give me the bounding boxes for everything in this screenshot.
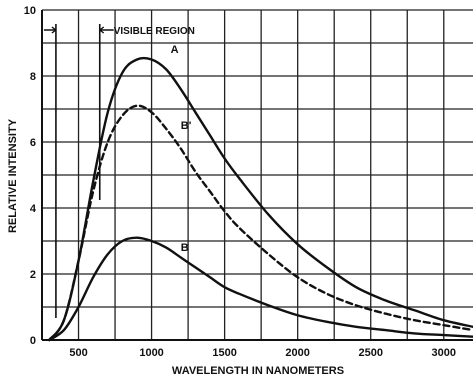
visible-region-label: VISIBLE REGION [114, 26, 195, 37]
x-tick-label: 2500 [358, 347, 382, 359]
x-tick-label: 2000 [285, 347, 309, 359]
y-tick-label: 8 [30, 71, 36, 83]
y-tick-label: 0 [30, 335, 36, 347]
y-tick-label: 2 [30, 269, 36, 281]
x-tick-label: 1000 [139, 347, 163, 359]
curve-label: A [171, 44, 179, 56]
series-line-bprime [48, 104, 473, 342]
curve-label: B' [181, 120, 192, 132]
grid-lines [42, 9, 473, 340]
x-tick-label: 3000 [432, 347, 456, 359]
visible-region-left-arrow [43, 26, 57, 34]
y-axis-label: RELATIVE INTENSITY [7, 118, 19, 233]
y-tick-label: 10 [24, 5, 36, 17]
y-tick-label: 4 [30, 203, 37, 215]
series-line-b [48, 236, 473, 342]
visible-region-marker: VISIBLE REGION [43, 24, 195, 318]
axes [41, 10, 473, 341]
x-tick-labels: 500 1000 1500 2000 2500 3000 [69, 347, 456, 359]
series-curves [48, 56, 473, 342]
y-tick-labels: 0 2 4 6 8 10 [24, 5, 37, 347]
x-axis-label: WAVELENGTH IN NANOMETERS [172, 365, 344, 377]
x-tick-label: 500 [69, 347, 87, 359]
x-tick-label: 1500 [212, 347, 236, 359]
curve-labels: A B' B [171, 44, 192, 254]
curve-label: B [181, 242, 189, 254]
series-line-a [48, 56, 473, 342]
visible-region-right-arrow [99, 26, 114, 34]
y-tick-label: 6 [30, 137, 36, 149]
